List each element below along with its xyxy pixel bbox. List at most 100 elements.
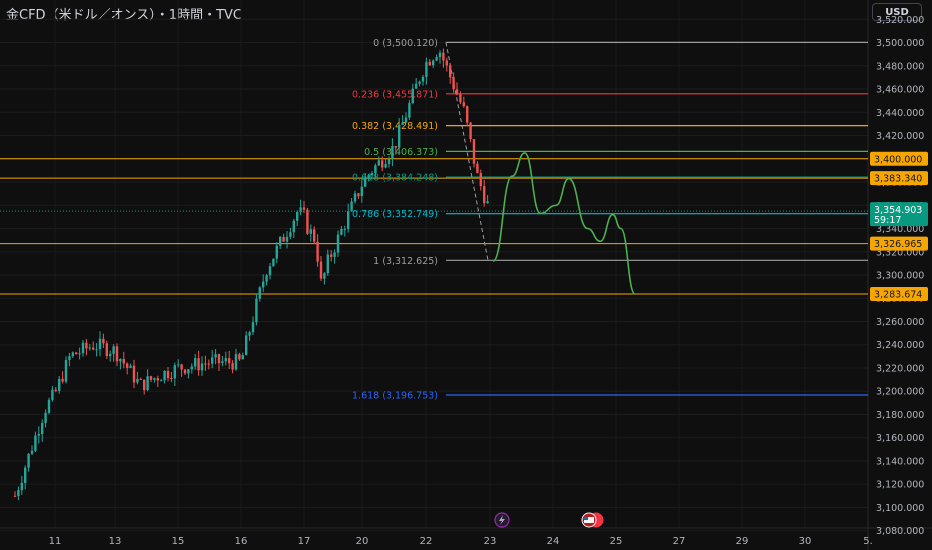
candle-body	[449, 65, 452, 78]
candle-body	[401, 122, 404, 125]
candle-body	[112, 346, 115, 354]
candle-body	[17, 490, 20, 496]
x-tick-label: 11	[49, 536, 62, 547]
candle-body	[163, 370, 166, 381]
candle-body	[347, 211, 350, 229]
candle-body	[381, 160, 384, 168]
candle-body	[452, 77, 455, 90]
candle-body	[313, 229, 316, 242]
candle-body	[251, 322, 255, 333]
y-tick-label: 3,500.000	[876, 38, 924, 49]
candle-body	[319, 261, 323, 279]
candle-body	[377, 160, 380, 166]
candle-body	[438, 52, 442, 58]
candle-body	[207, 363, 210, 365]
candle-body	[68, 356, 71, 361]
candle-body	[153, 378, 156, 380]
candle-body	[190, 366, 193, 370]
y-tick-label: 3,180.000	[876, 410, 924, 421]
y-tick-label: 3,420.000	[876, 131, 924, 142]
candle-body	[105, 343, 108, 357]
fibonacci-retracement: 0 (3,500.120) 0.236 (3,455.871) 0.382 (3,4…	[352, 38, 868, 402]
candle-body	[421, 76, 425, 82]
x-tick-label: 17	[298, 536, 311, 547]
forecast-curve	[492, 152, 636, 295]
candle-body	[374, 165, 377, 174]
candle-body	[24, 467, 27, 483]
x-tick-label: 23	[484, 536, 497, 547]
candle-body	[279, 236, 282, 246]
candle-body	[353, 193, 357, 202]
fib-level-label: 0.618 (3,384.248)	[352, 173, 438, 184]
candle-body	[27, 453, 30, 468]
candle-body	[160, 380, 163, 382]
candle-body	[75, 352, 78, 355]
candle-body	[486, 201, 489, 204]
candle-body	[170, 378, 173, 380]
candle-body	[364, 177, 367, 187]
candle-body	[466, 106, 469, 123]
candle-body	[445, 60, 448, 66]
candle-body	[231, 363, 234, 370]
candle-body	[149, 376, 153, 380]
x-tick-label: 29	[736, 536, 749, 547]
forecast-path	[0, 152, 868, 295]
candle-body	[34, 435, 37, 451]
x-tick-label: 16	[235, 536, 248, 547]
candle-body	[61, 378, 64, 382]
y-tick-label: 3,320.000	[876, 247, 924, 258]
candle-body	[132, 365, 136, 383]
flag-canton	[584, 517, 588, 520]
candle-body	[98, 338, 102, 350]
candle-body	[214, 354, 217, 358]
candle-body	[340, 229, 343, 235]
candle-body	[217, 354, 221, 364]
current-price-tag	[870, 202, 928, 227]
y-axis: 3,520.000 3,500.000 3,480.000 3,460.000 3,44…	[876, 15, 924, 537]
candle-body	[245, 335, 248, 356]
candle-body	[238, 354, 241, 360]
y-tick-label: 3,240.000	[876, 340, 924, 351]
candle-body	[78, 353, 81, 355]
candle-body	[258, 287, 261, 299]
candle-body	[37, 433, 40, 436]
candle-body	[54, 389, 57, 391]
candle-body	[408, 103, 411, 118]
price-tag	[870, 171, 928, 186]
candle-body	[41, 422, 44, 434]
candle-body	[173, 365, 176, 379]
candle-body	[323, 273, 326, 279]
y-tick-label: 3,520.000	[876, 15, 924, 26]
candle-body	[95, 349, 98, 351]
candle-body	[265, 275, 268, 282]
lightning-icon[interactable]	[494, 512, 510, 528]
candle-body	[115, 346, 119, 362]
candle-body	[391, 146, 394, 160]
y-tick-label: 3,260.000	[876, 317, 924, 328]
candle-body	[343, 228, 346, 230]
candle-body	[156, 378, 159, 381]
candle-body	[71, 352, 74, 357]
candle-body	[326, 254, 329, 274]
currency-button[interactable]: USD	[872, 3, 922, 21]
candle-body	[13, 495, 17, 497]
candle-body	[262, 281, 265, 288]
x-tick-label: 24	[547, 536, 560, 547]
candle-body	[469, 122, 472, 140]
x-tick-label: 15	[172, 536, 185, 547]
us-flag-icon[interactable]	[581, 512, 604, 528]
candle-body	[309, 229, 312, 234]
candle-body	[194, 358, 197, 367]
candle-body	[350, 201, 353, 212]
candlesticks	[13, 48, 489, 501]
candle-body	[479, 173, 482, 187]
candle-body	[228, 358, 231, 364]
fib-level-label: 0 (3,500.120)	[373, 38, 438, 49]
candle-body	[476, 163, 479, 174]
candle-body	[204, 363, 207, 365]
y-tick-label: 3,460.000	[876, 85, 924, 96]
candle-body	[275, 245, 278, 259]
candle-body	[58, 378, 61, 391]
